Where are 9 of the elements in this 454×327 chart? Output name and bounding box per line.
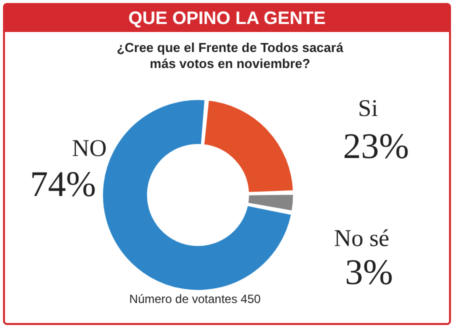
slice-label: NO	[72, 136, 107, 162]
data-label: 3%	[345, 252, 393, 292]
slice-label: Si	[358, 96, 378, 122]
slice-label: No sé	[334, 226, 390, 252]
data-label: 23%	[343, 126, 409, 166]
chart-subtitle: ¿Cree que el Frente de Todos sacará más votos en noviembre?	[116, 40, 344, 72]
chart-title: QUE OPINO LA GENTE	[5, 5, 449, 32]
data-label: 74%	[30, 164, 96, 204]
text: Número de votantes 450	[128, 292, 262, 306]
